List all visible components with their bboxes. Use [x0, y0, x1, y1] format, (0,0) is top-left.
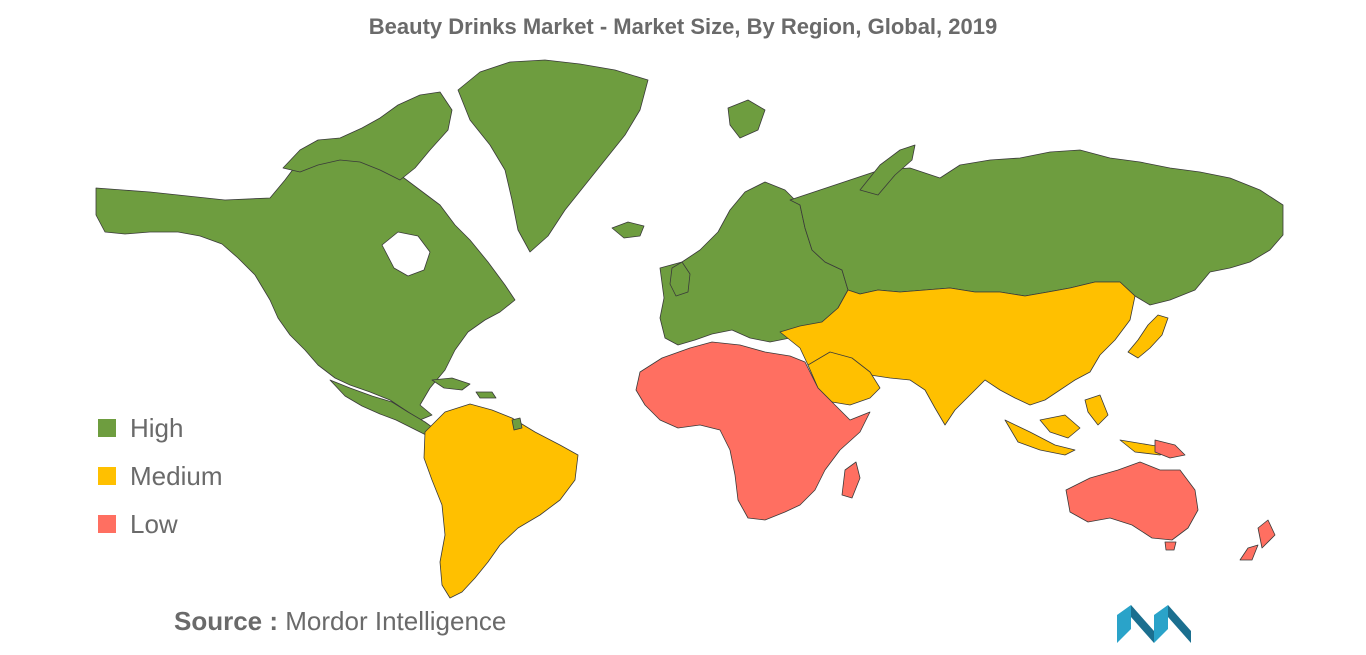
region-australia — [1065, 461, 1199, 541]
hudson-bay — [381, 231, 431, 277]
source-value: Mordor Intelligence — [285, 606, 507, 636]
region-asia — [779, 281, 1136, 426]
region-southeast-asia — [1004, 394, 1171, 456]
region-japan — [1127, 314, 1169, 359]
region-tasmania — [1164, 541, 1177, 551]
source-label: Source : — [174, 606, 279, 636]
region-russia — [789, 149, 1284, 306]
legend-label-high: High — [130, 412, 184, 443]
region-caribbean — [431, 377, 497, 399]
region-new-zealand — [1239, 519, 1276, 561]
chart-title: Beauty Drinks Market - Market Size, By R… — [368, 14, 998, 39]
legend-item-low: Low — [98, 500, 222, 548]
legend-label-medium: Medium — [130, 460, 223, 491]
legend-item-medium: Medium — [98, 452, 222, 500]
region-iceland — [611, 221, 645, 239]
region-uk — [669, 261, 691, 297]
legend-swatch-medium — [98, 467, 116, 485]
region-greenland — [457, 59, 649, 253]
region-africa — [635, 341, 871, 521]
mordor-intelligence-logo-icon — [1117, 605, 1191, 643]
source-line: Source : Mordor Intelligence — [174, 606, 506, 637]
region-south-america — [423, 403, 579, 599]
legend-swatch-low — [98, 515, 116, 533]
legend-swatch-high — [98, 419, 116, 437]
legend-item-high: High — [98, 404, 222, 452]
region-new-guinea — [1154, 439, 1186, 459]
region-french-guiana — [511, 417, 523, 431]
region-novaya-zemlya — [859, 144, 916, 196]
legend: High Medium Low — [98, 404, 222, 548]
legend-label-low: Low — [130, 508, 178, 539]
region-svalbard — [727, 99, 766, 139]
region-madagascar — [841, 461, 861, 499]
region-arctic-islands — [282, 91, 453, 181]
